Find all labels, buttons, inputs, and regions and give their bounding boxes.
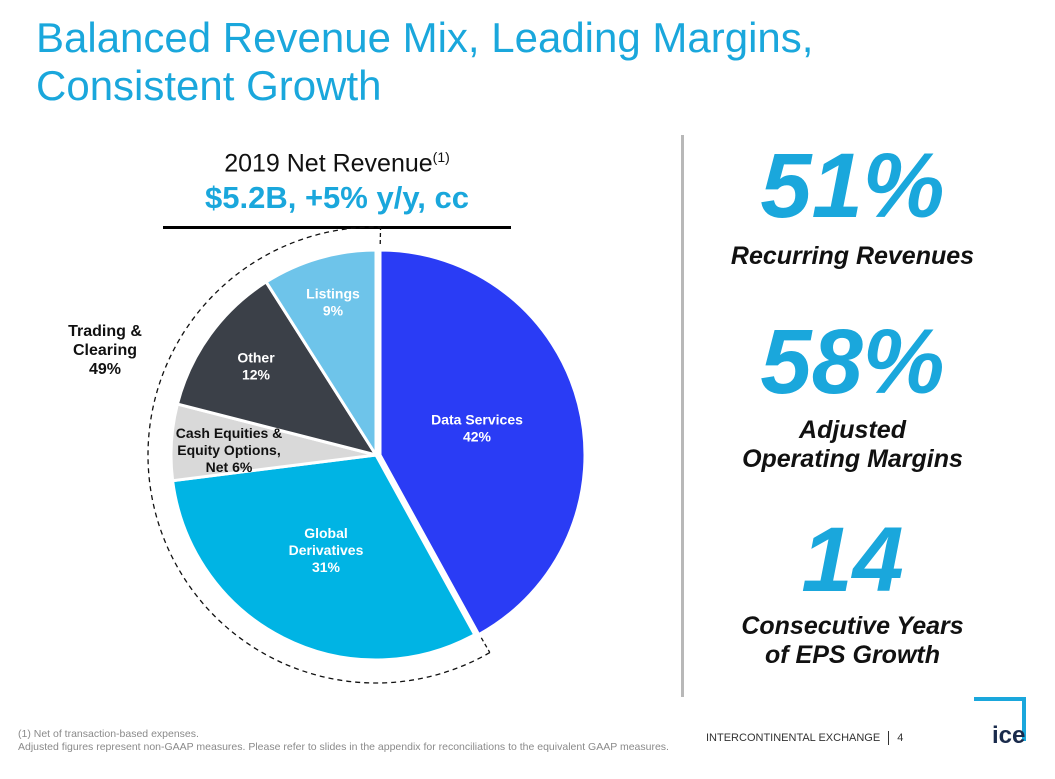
slice-label: Cash Equities & Equity Options, Net 6% — [176, 425, 283, 475]
pie-slice-listings — [264, 248, 378, 461]
pie-slice-other — [175, 279, 380, 458]
chart-header: 2019 Net Revenue(1) $5.2B, +5% y/y, cc — [163, 142, 511, 230]
group-label-trading-clearing: Trading & Clearing 49% — [68, 323, 142, 378]
vertical-divider — [681, 135, 684, 697]
logo-bracket — [974, 697, 1026, 741]
stat-label: Operating Margins — [742, 445, 963, 473]
stat-eps-growth-years: 14 Consecutive Years of EPS Growth — [700, 514, 1005, 670]
footnote: (1) Net of transaction-based expenses. A… — [18, 728, 698, 754]
slice-label: Data Services 42% — [431, 412, 523, 445]
chart-title: 2019 Net Revenue(1) — [224, 149, 450, 178]
slice-label: Listings 9% — [306, 286, 360, 319]
stat-number: 58% — [760, 311, 945, 413]
stat-label: Adjusted — [799, 416, 906, 444]
footnote-line: (1) Net of transaction-based expenses. — [18, 728, 199, 740]
slice-label: Other 12% — [237, 350, 275, 383]
pie-slice-data-services — [378, 248, 587, 637]
slice-label: Global Derivatives 31% — [289, 525, 364, 575]
footnote-marker: (1) — [432, 149, 450, 165]
logo-text: ice — [992, 722, 1026, 749]
bracket-end — [480, 637, 491, 653]
stat-label: Consecutive Years — [741, 612, 964, 640]
stat-label: of EPS Growth — [765, 641, 940, 669]
pie-slice-global-derivatives — [170, 453, 477, 662]
page-number: 4 — [897, 731, 904, 744]
revenue-pie-chart: Data Services 42% Global Derivatives 31%Cash… — [68, 226, 587, 684]
chart-total-value: $5.2B, +5% y/y, cc — [205, 180, 469, 216]
footnote-line: Adjusted figures represent non-GAAP meas… — [18, 741, 669, 753]
ice-logo: ice — [974, 697, 1030, 749]
header-underline — [163, 226, 511, 230]
stat-label: Recurring Revenues — [730, 242, 975, 270]
footer-separator — [888, 731, 890, 745]
stat-number: 14 — [801, 509, 904, 611]
stat-recurring-revenues: 51% Recurring Revenues — [700, 140, 1005, 271]
company-name: INTERCONTINENTAL EXCHANGE — [706, 731, 881, 744]
stat-adjusted-operating-margins: 58% Adjusted Operating Margins — [700, 316, 1005, 474]
footer: INTERCONTINENTAL EXCHANGE 4 — [706, 731, 903, 745]
slide-title: Balanced Revenue Mix, Leading Margins, C… — [36, 14, 814, 109]
stat-number: 51% — [760, 135, 945, 237]
